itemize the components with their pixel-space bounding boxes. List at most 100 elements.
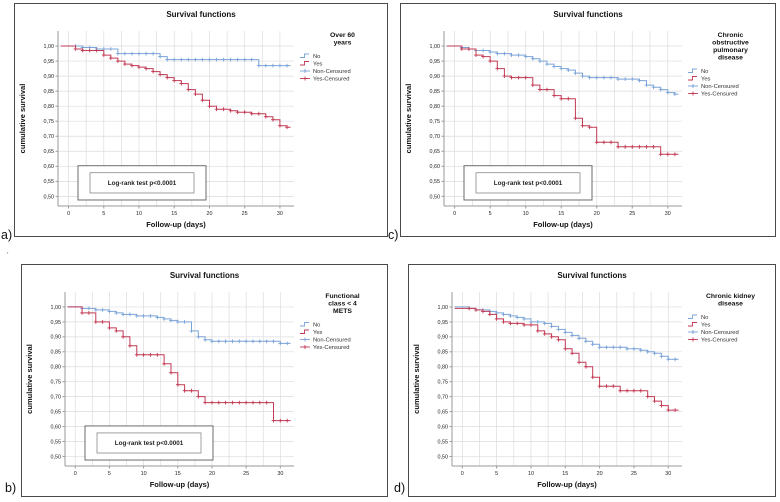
chart-title: Survival functions: [557, 271, 627, 280]
plus-marker: [130, 63, 134, 68]
plus-marker: [645, 394, 650, 399]
plus-marker: [587, 75, 592, 80]
plus-marker: [542, 321, 547, 326]
plus-marker: [175, 382, 180, 387]
survival-curve-yes: [454, 307, 679, 411]
plus-marker: [467, 306, 472, 311]
plus-marker: [148, 314, 153, 318]
plus-marker: [162, 317, 166, 321]
x-tick-label: 0: [461, 471, 464, 477]
plus-marker: [623, 77, 628, 81]
plus-marker: [271, 63, 275, 68]
y-tick-label: 0,90: [51, 335, 62, 341]
plus-marker: [545, 87, 549, 92]
plus-marker: [609, 75, 613, 80]
plus-marker: [200, 57, 205, 62]
plus-marker: [165, 75, 170, 80]
y-tick-label: 0,70: [44, 134, 55, 140]
plus-marker: [93, 320, 98, 324]
plus-marker: [597, 384, 602, 389]
plus-marker: [207, 57, 212, 62]
plus-marker: [577, 360, 581, 365]
x-tick-label: 15: [562, 471, 568, 477]
plus-marker: [235, 110, 240, 115]
legend-entry-label: Non-Censured: [313, 69, 351, 75]
legend-entry-label: Yes-Censured: [701, 92, 738, 98]
plus-marker: [196, 334, 201, 339]
plus-marker: [278, 123, 282, 128]
y-tick-label: 0,80: [438, 365, 449, 371]
legend-title-line: Over 60: [330, 32, 355, 39]
x-tick-label: 20: [206, 211, 212, 217]
legend-entry-label: Yes: [701, 323, 711, 329]
y-tick-label: 0,75: [438, 380, 449, 386]
legend-entry-label: No: [701, 315, 708, 321]
plus-marker: [495, 66, 500, 71]
plus-marker: [651, 85, 656, 90]
plus-marker: [530, 56, 535, 61]
y-axis-label: cumulative survival: [404, 84, 413, 154]
censor-markers-yes: [467, 306, 677, 412]
legend-step-symbol: [688, 68, 697, 73]
legend-title-line: Chronic: [718, 32, 744, 39]
plus-marker: [244, 339, 248, 344]
plus-marker: [214, 57, 219, 62]
plus-marker: [481, 54, 485, 59]
plus-marker: [623, 144, 628, 149]
plus-marker: [638, 388, 643, 393]
legend-step-symbol: [688, 322, 697, 327]
plus-marker: [509, 75, 514, 80]
x-tick-label: 20: [597, 471, 603, 477]
plus-marker: [210, 400, 214, 405]
x-tick-label: 5: [108, 471, 111, 477]
plus-marker: [123, 62, 127, 66]
legend-title-line: obstructive: [712, 40, 749, 47]
y-axis-label: cumulative survival: [18, 84, 27, 154]
axes: [62, 292, 294, 469]
plus-marker: [570, 351, 574, 356]
survival-curve-yes: [60, 45, 291, 128]
plus-marker: [538, 59, 542, 63]
plus-marker: [144, 66, 148, 71]
x-tick-label: 15: [558, 211, 564, 217]
plus-marker: [200, 98, 205, 103]
plus-marker: [237, 339, 242, 344]
plus-marker: [186, 57, 191, 62]
legend-title-line: disease: [718, 301, 743, 308]
plus-marker: [264, 400, 269, 405]
y-tick-label: 0,70: [430, 134, 441, 140]
plus-marker: [535, 320, 540, 324]
plus-marker: [285, 125, 289, 130]
plus-marker: [271, 117, 275, 122]
plus-marker: [602, 75, 606, 80]
legend-entry-label: Yes-Censured: [313, 77, 350, 83]
plus-marker: [584, 364, 588, 369]
plus-marker: [515, 321, 520, 326]
plus-marker: [618, 345, 623, 350]
plus-marker: [144, 51, 148, 56]
y-tick-label: 0,85: [430, 89, 441, 95]
survival-panel-d: 1,00 0,95 0,90 0,85 0,80 0,75 0,70 0,65 0,60 0,55…: [408, 264, 776, 497]
panel-label-c: c): [388, 228, 399, 242]
plus-marker: [251, 339, 255, 344]
plus-marker: [155, 315, 160, 320]
plus-marker: [278, 418, 283, 423]
plus-marker: [638, 348, 643, 353]
plus-marker: [556, 337, 561, 342]
plus-marker: [508, 321, 513, 326]
plus-marker: [665, 90, 670, 95]
step-line: [454, 307, 679, 411]
legend-entry-label: Non-Censured: [701, 330, 739, 336]
plus-marker: [665, 152, 670, 157]
plus-marker: [172, 78, 177, 83]
plus-marker: [594, 140, 599, 145]
plus-marker: [214, 107, 219, 112]
x-tick-label: 25: [243, 471, 249, 477]
plus-marker: [189, 329, 194, 333]
x-axis-label: Follow-up (days): [533, 220, 593, 229]
panel-label-d: d): [394, 481, 406, 495]
legend-plus-symbol: [691, 337, 695, 342]
legend-entry-label: No: [313, 54, 320, 60]
plus-marker: [80, 48, 85, 53]
